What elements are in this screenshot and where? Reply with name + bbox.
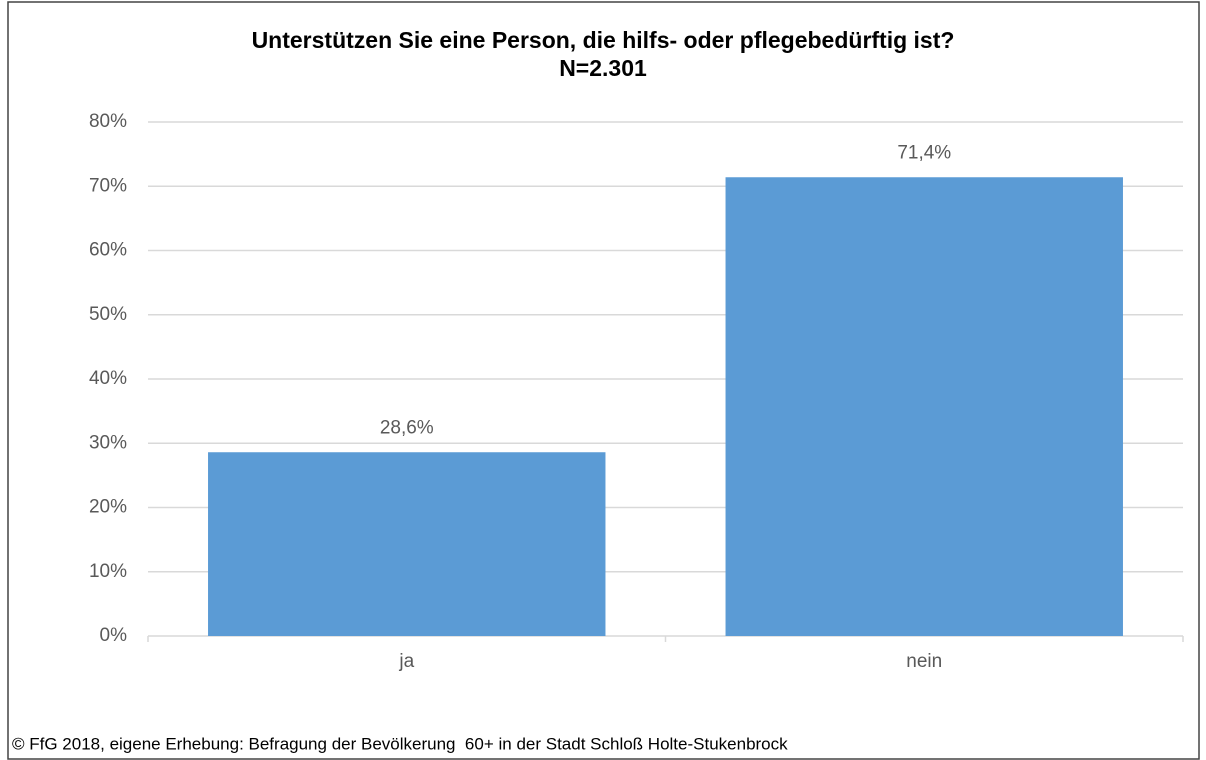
bar — [208, 452, 606, 636]
y-tick-label: 0% — [100, 625, 128, 646]
y-tick-label: 10% — [89, 561, 127, 582]
x-tick-label: ja — [398, 651, 414, 672]
data-label: 28,6% — [380, 417, 434, 438]
data-label: 71,4% — [897, 142, 951, 163]
source-note: © FfG 2018, eigene Erhebung: Befragung d… — [12, 734, 788, 753]
chart-title: Unterstützen Sie eine Person, die hilfs-… — [252, 27, 955, 53]
bar — [725, 177, 1123, 636]
y-tick-label: 40% — [89, 368, 127, 389]
chart-frame — [7, 1, 1200, 760]
y-tick-label: 70% — [89, 175, 127, 196]
y-tick-label: 20% — [89, 497, 127, 518]
y-tick-label: 30% — [89, 432, 127, 453]
y-tick-label: 80% — [89, 111, 127, 132]
x-tick-label: nein — [906, 651, 942, 672]
y-tick-label: 60% — [89, 240, 127, 261]
y-tick-label: 50% — [89, 304, 127, 325]
chart-subtitle: N=2.301 — [559, 55, 647, 81]
